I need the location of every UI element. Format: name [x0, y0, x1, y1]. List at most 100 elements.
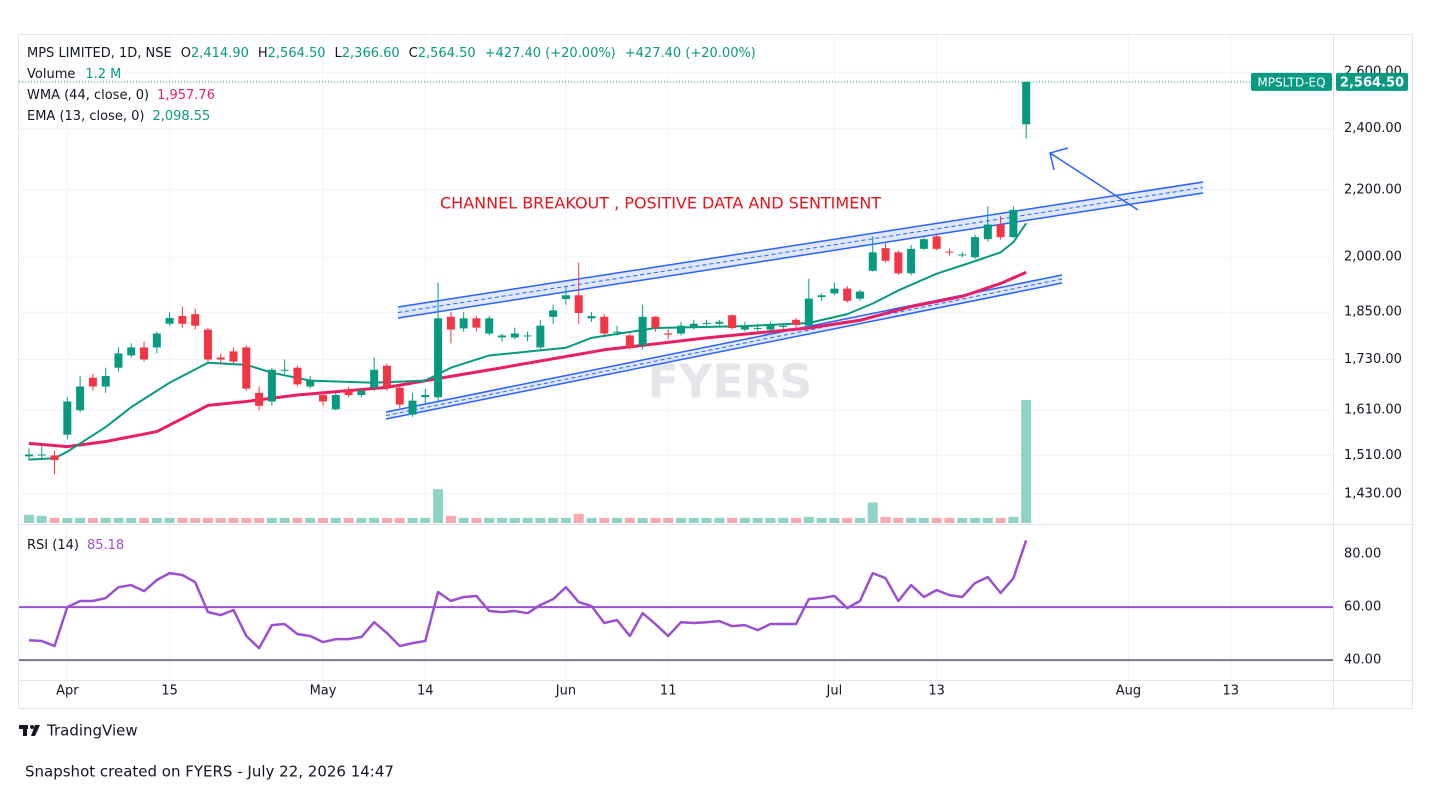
candle-body	[971, 237, 980, 258]
candle-body	[625, 335, 634, 348]
volume-bar	[560, 517, 571, 523]
volume-bar	[688, 517, 699, 523]
volume-bar	[752, 517, 763, 523]
volume-bar	[867, 502, 878, 523]
moving-average-line	[28, 270, 1027, 449]
volume-bar	[177, 517, 188, 523]
candle-body	[536, 325, 545, 348]
legend-text: +427.40 (+20.00%)	[485, 46, 616, 61]
volume-bar	[202, 517, 213, 523]
volume-bar	[931, 517, 942, 523]
volume-bar	[254, 517, 265, 523]
candle-body	[868, 252, 877, 271]
volume-bar	[765, 517, 776, 523]
legend-text: 85.18	[87, 538, 124, 553]
legend-text: MPS LIMITED, 1D, NSE	[27, 46, 172, 61]
candle-body	[932, 236, 941, 249]
volume-bar	[407, 517, 418, 523]
volume-bar	[369, 517, 380, 523]
candle-body	[600, 316, 609, 334]
volume-bar	[1008, 516, 1019, 523]
candle-body	[996, 224, 1005, 238]
candle-body	[613, 331, 622, 333]
volume-bar	[599, 517, 610, 523]
candle-body	[203, 329, 212, 360]
candle-body	[689, 323, 698, 329]
candle-body	[638, 316, 647, 346]
price-tag-box	[1251, 72, 1332, 91]
rsi-tick-label: 60.00	[1344, 600, 1381, 615]
volume-bar	[356, 517, 367, 523]
candle-body	[408, 400, 417, 415]
volume-bar	[381, 517, 392, 523]
legend-text: O	[181, 46, 191, 61]
volume-bar	[75, 517, 86, 523]
candle-body	[702, 322, 711, 324]
volume-bar	[164, 517, 175, 523]
volume-bar	[433, 489, 444, 523]
x-tick-label: Jun	[555, 684, 576, 699]
volume-bar	[139, 517, 150, 523]
volume-bar	[113, 517, 124, 523]
volume-bar	[279, 517, 290, 523]
candle-body	[382, 365, 391, 388]
volume-bar	[420, 517, 431, 523]
candle-body	[855, 291, 864, 299]
candle-body	[830, 288, 839, 294]
legend-row: RSI (14) 85.18	[27, 538, 124, 553]
volume-bar	[49, 517, 60, 523]
volume-bar	[906, 517, 917, 523]
volume-bar	[880, 516, 891, 523]
price-tag-price: 2,564.50	[1340, 75, 1404, 90]
legend-text: L	[335, 46, 343, 61]
candle-body	[319, 395, 328, 402]
volume-bar	[318, 517, 329, 523]
candle-body	[651, 316, 660, 328]
candle-body	[523, 335, 532, 337]
legend-text: C	[409, 46, 418, 61]
legend-text: RSI (14)	[27, 538, 79, 553]
candle-body	[152, 333, 161, 348]
candle-body	[229, 351, 238, 362]
price-tag-box	[1336, 72, 1408, 91]
candle-body	[485, 318, 494, 334]
candle-body	[676, 325, 685, 334]
candle-body	[255, 392, 264, 406]
candle-body	[165, 317, 174, 324]
volume-bar	[995, 517, 1006, 523]
volume-bar	[522, 517, 533, 523]
x-tick-label: Jul	[826, 684, 843, 699]
annotation: CHANNEL BREAKOUT , POSITIVE DATA AND SEN…	[440, 194, 881, 213]
candle-body	[344, 390, 353, 396]
legend-row: EMA (13, close, 0) 2,098.55	[27, 109, 210, 124]
candle-body	[664, 333, 673, 335]
candle-body	[472, 318, 481, 328]
candle-body	[459, 318, 468, 329]
y-tick-label: 2,400.00	[1344, 121, 1402, 136]
volume-bar	[714, 517, 725, 523]
volume-bar	[727, 517, 738, 523]
volume-bar	[23, 514, 34, 523]
grid	[19, 35, 1333, 680]
candle-body	[881, 248, 890, 261]
volume-bar	[791, 517, 802, 523]
candle-body	[306, 380, 315, 387]
candle-body	[804, 298, 813, 326]
candle-body	[510, 333, 519, 338]
volume-bar	[36, 515, 47, 523]
volume-bar	[739, 517, 750, 523]
candle-body	[715, 321, 724, 324]
candle-body	[357, 390, 366, 396]
legend-text: +427.40 (+20.00%)	[625, 46, 756, 61]
candle-body	[945, 251, 954, 253]
candle-body	[280, 369, 289, 371]
legend-row: Volume 1.2 M	[27, 67, 121, 82]
snapshot-note: Snapshot created on FYERS - July 22, 202…	[25, 763, 394, 781]
x-tick-label: Aug	[1116, 684, 1141, 699]
candle-body	[331, 395, 340, 410]
volume-bar	[215, 517, 226, 523]
candle-body	[50, 455, 59, 461]
price-tag-symbol: MPSLTD-EQ	[1257, 75, 1325, 89]
